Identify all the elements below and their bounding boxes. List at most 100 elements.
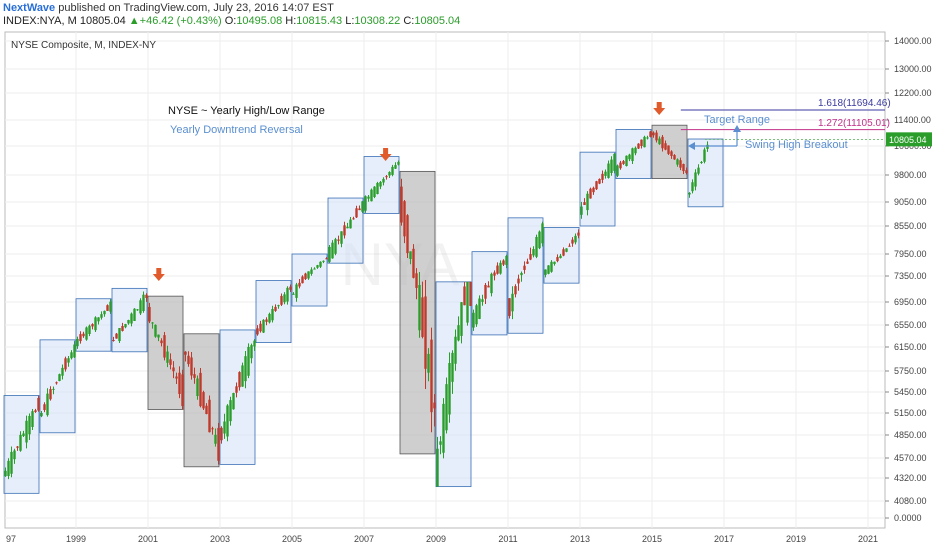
x-tick-label: 2009 [426,534,446,544]
candle-body [526,261,529,264]
y-tick-label: 4320.00 [894,473,927,483]
candle-body [682,164,685,172]
candle-body [244,356,247,382]
candle-body [43,404,46,411]
candle-body [142,294,145,312]
candle-body [7,460,10,476]
candle-body [235,386,238,393]
candle-body [349,219,352,229]
x-tick-label: 1999 [66,534,86,544]
candle-body [64,358,67,370]
candle-body [370,189,373,202]
candle-body [289,286,292,290]
candle-body [565,248,568,252]
x-tick-label: 2013 [570,534,590,544]
yearly-range-box [399,170,436,455]
candle-body [172,367,175,372]
candle-body [214,434,217,444]
candle-body [697,167,700,174]
candle-body [28,415,31,435]
candle-body [307,271,310,279]
candle-body [271,309,274,321]
candle-body [415,273,418,288]
candle-body [190,357,193,376]
candle-body [394,165,397,169]
candle-body [502,260,505,265]
candle-body [70,352,73,359]
candle-body [130,313,133,324]
x-tick-label: 2015 [642,534,662,544]
candle-body [493,272,496,276]
candle-body [679,160,682,168]
candle-body [124,324,127,328]
candle-body [649,131,652,137]
low-label: L: [345,15,355,27]
candle-body [151,322,154,324]
high-label: H: [285,15,297,27]
y-tick-label: 4080.00 [894,496,927,506]
reversal-note: Yearly Downtrend Reversal [170,124,303,136]
last-price-tag [886,132,932,147]
candle-body [499,262,502,274]
x-tick-label: 2007 [354,534,374,544]
candle-body [112,340,115,342]
candle-body [268,313,271,323]
candle-body [259,323,262,332]
candle-body [460,302,463,336]
candle-body [574,235,577,243]
candle-body [613,153,616,171]
yearly-range-box [543,226,580,284]
y-tick-label: 4850.00 [894,430,927,440]
candle-body [592,187,595,193]
y-tick-label: 5450.00 [894,387,927,397]
candle-body [595,181,598,190]
candle-body [601,173,604,180]
candle-body [439,441,442,445]
candle-body [688,192,691,195]
candle-body [148,306,151,322]
candle-body [106,305,109,311]
candle-body [247,346,250,376]
candle-body [121,326,124,331]
candle-body [673,155,676,160]
candle-body [517,278,520,284]
candle-body [100,314,103,318]
candle-body [544,269,547,275]
candle-body [157,334,160,338]
candle-body [478,298,481,319]
candle-body [616,165,619,176]
candle-body [424,296,427,369]
y-tick-label: 7350.00 [894,271,927,281]
candle-body [304,273,307,279]
y-tick-label: 6150.00 [894,342,927,352]
candle-body [31,411,34,427]
down-arrow-icon [156,268,162,274]
candle-body [58,374,61,381]
candle-body [46,393,49,416]
brand-name[interactable]: NextWave [3,2,56,14]
candle-body [676,159,679,165]
target-range-label: Target Range [704,114,771,126]
candle-body [280,295,283,305]
candle-body [331,242,334,259]
candle-body [598,178,601,184]
x-tick-label: 2001 [138,534,158,544]
candle-body [391,166,394,175]
open-value: 10495.08 [236,15,283,27]
candle-body [73,344,76,358]
candle-body [277,305,280,307]
candle-body [22,433,25,436]
change-value: +46.42 (+0.43%) [139,15,222,27]
candle-body [136,309,139,311]
x-tick-label: 97 [6,534,16,544]
candle-body [457,325,460,341]
candle-body [412,248,415,278]
candle-body [52,388,55,390]
yearly-range-box [39,339,76,434]
candle-body [631,148,634,162]
candle-body [154,324,157,337]
candle-body [652,132,655,136]
candle-body [568,245,571,247]
candle-body [226,405,229,437]
